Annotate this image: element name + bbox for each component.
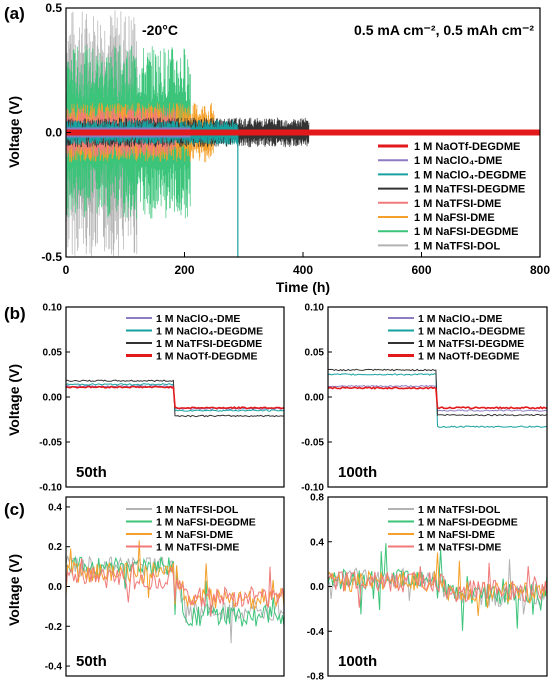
pb1-ytick-label: -0.10	[39, 483, 62, 494]
pc2-cycle-label: 100th	[338, 653, 377, 670]
panel-a-legend-label: 1 M NaTFSI-DEGDME	[414, 184, 525, 196]
pb1-ytick-label: 0.10	[43, 303, 63, 314]
pc2-legend-label: 1 M NaFSI-DEGDME	[418, 517, 518, 529]
pb1-cycle-label: 50th	[76, 464, 107, 481]
pb2-traces	[328, 368, 547, 428]
pb1-ytick-label: 0.00	[43, 393, 63, 404]
panel-a-legend-label: 1 M NaTFSI-DME	[414, 198, 501, 210]
pc1-ytick-label: 0.0	[48, 582, 62, 593]
pb2-ytick-label: 0.00	[305, 393, 325, 404]
panel-a-xtick-label: 200	[174, 263, 194, 277]
panel-a-legend-label: 1 M NaClO₄-DME	[414, 155, 502, 167]
panel-a-ticks: 0 200 400 600 800 -0.5 0.0 0.5	[41, 1, 550, 277]
pb1-trace-3	[66, 385, 284, 410]
panel-a-condition: 0.5 mA cm⁻², 0.5 mAh cm⁻²	[354, 22, 534, 38]
pb2-trace-3	[328, 386, 547, 410]
panel-a-legend-label: 1 M NaFSI-DME	[414, 212, 495, 224]
panel-a-trace-0	[66, 129, 540, 136]
pb1-ytick-label: -0.05	[39, 438, 62, 449]
panel-a-legend-label: 1 M NaClO₄-DEGDME	[414, 169, 526, 181]
pc2-ytick-label: -0.4	[307, 627, 325, 638]
pc1-traces	[66, 540, 284, 644]
pc2-legend-label: 1 M NaTFSI-DOL	[418, 504, 501, 516]
panel-a-ytick-label: -0.5	[41, 250, 62, 264]
pc2-legend-label: 1 M NaFSI-DME	[418, 529, 495, 541]
panel-a-trace-6	[66, 45, 191, 220]
pc1-legend-label: 1 M NaTFSI-DME	[156, 542, 239, 554]
panel-a-ytick-label: 0.0	[45, 126, 62, 140]
pc1-ytick-label: -0.2	[45, 622, 63, 633]
panel-a-xtick-label: 400	[293, 263, 313, 277]
pb2-ytick-label: -0.05	[301, 438, 324, 449]
pb2-legend-label: 1 M NaClO₄-DEGDME	[418, 326, 525, 338]
pc1-legend-label: 1 M NaTFSI-DOL	[156, 504, 239, 516]
pb2-ytick-label: 0.05	[305, 348, 325, 359]
pb2-ytick-label: -0.10	[301, 483, 324, 494]
pb2-legend-label: 1 M NaTFSI-DEGDME	[418, 338, 524, 350]
panel-b-50th-plot: 0.10 0.05 0.00 -0.05 -0.10 50th 1 M NaClO₄-DME…	[39, 303, 285, 494]
panel-a-xlabel: Time (h)	[276, 279, 330, 295]
pc2-ytick-label: 0.0	[310, 582, 324, 593]
panel-a-xtick-label: 800	[530, 263, 550, 277]
pb2-legend-label: 1 M NaClO₄-DME	[418, 313, 502, 325]
panel-a-legend-label: 1 M NaFSI-DEGDME	[414, 226, 519, 238]
pc2-ytick-label: -0.8	[307, 672, 325, 683]
pb1-trace-2	[66, 379, 284, 418]
pc2-ytick-label: 0.8	[310, 493, 324, 504]
pc2-trace-2	[328, 552, 547, 616]
pb2-cycle-label: 100th	[338, 464, 377, 481]
panel-c-tag: (c)	[4, 500, 25, 519]
pc2-traces	[328, 543, 547, 631]
pb1-legend-label: 1 M NaClO₄-DME	[156, 313, 240, 325]
pb2-trace-1	[328, 373, 547, 428]
pb2-legend-label: 1 M NaOTf-DEGDME	[418, 351, 520, 363]
panel-a-legend-label: 1 M NaOTf-DEGDME	[414, 141, 520, 153]
pb1-traces	[66, 379, 284, 418]
pc2-trace-3	[328, 562, 547, 608]
pc1-ytick-label: -0.4	[45, 662, 63, 673]
pc2-ytick-label: 0.4	[310, 537, 324, 548]
panel-c-ylabel: Voltage (V)	[6, 554, 22, 626]
pb1-ytick-label: 0.05	[43, 348, 63, 359]
panel-a-xtick-label: 600	[411, 263, 431, 277]
pb1-legend-label: 1 M NaOTf-DEGDME	[156, 351, 258, 363]
pc1-ytick-label: 0.2	[48, 542, 62, 553]
panel-a-tag: (a)	[4, 4, 25, 23]
pc1-ytick-label: 0.4	[48, 502, 62, 513]
pc1-trace-3	[66, 558, 284, 617]
pb1-legend-label: 1 M NaTFSI-DEGDME	[156, 338, 262, 350]
pc1-legend-label: 1 M NaFSI-DEGDME	[156, 517, 256, 529]
panel-b-ylabel: Voltage (V)	[6, 364, 22, 436]
panel-a-xtick-label: 0	[63, 263, 70, 277]
pb2-ytick-label: 0.10	[305, 303, 325, 314]
pc1-trace-1	[66, 555, 284, 627]
pb1-legend-label: 1 M NaClO₄-DEGDME	[156, 326, 263, 338]
panel-a-ytick-label: 0.5	[45, 1, 62, 15]
panel-a-legend: 1 M NaOTf-DEGDME 1 M NaClO₄-DME 1 M NaClO₄…	[378, 141, 526, 252]
pb2-trace-2	[328, 368, 547, 417]
pc2-legend-label: 1 M NaTFSI-DME	[418, 542, 501, 554]
panel-a-traces	[66, 10, 540, 257]
panel-b-tag: (b)	[4, 304, 26, 323]
panel-a-legend-label: 1 M NaTFSI-DOL	[414, 240, 500, 252]
pc1-trace-2	[66, 540, 284, 611]
panel-a-ylabel: Voltage (V)	[6, 96, 22, 168]
panel-a-plot: 0 200 400 600 800 -0.5 0.0 0.5 Voltage (V) Time…	[6, 1, 550, 295]
panel-a-temperature: -20°C	[142, 22, 178, 38]
pc1-cycle-label: 50th	[76, 653, 107, 670]
panel-b-100th-plot: 0.10 0.05 0.00 -0.05 -0.10 100th 1 M NaClO₄-DM…	[301, 303, 548, 494]
pc1-legend-label: 1 M NaFSI-DME	[156, 529, 233, 541]
